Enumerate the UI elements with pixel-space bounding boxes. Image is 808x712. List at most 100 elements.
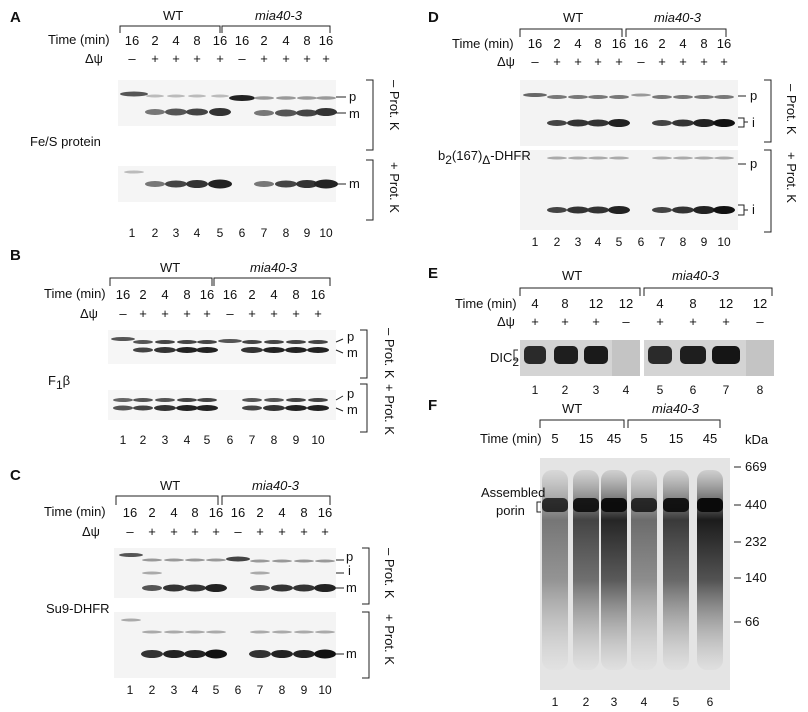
treatment-minus-A: – Prot. K — [387, 80, 402, 131]
marker-140: 140 — [745, 570, 767, 585]
group-bracket-C — [115, 495, 331, 505]
band-p-D: p — [750, 88, 757, 103]
time-values-E: 4 8 12 12 4 8 12 12 — [531, 296, 767, 311]
assembled-band-6 — [697, 498, 723, 512]
time-A-9: 8 — [303, 33, 310, 48]
dpsi-label-B: Δψ — [80, 306, 98, 321]
band-m2-A: m — [349, 176, 360, 191]
time-B-8: 4 — [270, 287, 277, 302]
dpsi-B-5: + — [203, 306, 211, 321]
time-E-1: 4 — [531, 296, 538, 311]
time-A-6: 16 — [235, 33, 249, 48]
lane-C-3: 3 — [171, 683, 178, 697]
marker-669: 669 — [745, 459, 767, 474]
gel-A-upper — [118, 80, 336, 126]
lane-D-6: 6 — [638, 235, 645, 249]
dpsi-values-B: – + + + + – + + + + — [119, 306, 321, 321]
lane-C-10: 10 — [318, 683, 332, 697]
bands-E — [524, 346, 740, 364]
treatment-brackets-B — [360, 329, 368, 433]
protein-label-C: Su9-DHFR — [46, 601, 110, 616]
time-B-4: 8 — [183, 287, 190, 302]
dpsi-D-1: – — [531, 54, 539, 69]
band-p-A: p — [349, 89, 356, 104]
bands-A-upper — [120, 91, 337, 117]
gel-C-lower — [114, 612, 336, 678]
lane-F-5: 5 — [673, 695, 680, 709]
time-B-7: 2 — [248, 287, 255, 302]
assembled-band-2 — [573, 498, 599, 512]
dpsi-D-4: + — [594, 54, 602, 69]
group-wt-F: WT — [562, 401, 582, 416]
time-F-4: 5 — [640, 431, 647, 446]
group-bracket-E — [519, 287, 773, 296]
lane-numbers-B: 1 2 3 4 5 6 7 8 9 10 — [120, 433, 325, 447]
time-C-10: 16 — [318, 505, 332, 520]
dpsi-A-10: + — [322, 51, 330, 66]
lane-D-7: 7 — [659, 235, 666, 249]
time-values-D: 16 2 4 8 16 16 2 4 8 16 — [528, 36, 731, 51]
treatment-plus-A: + Prot. K — [387, 162, 402, 213]
lane-A-3: 3 — [173, 226, 180, 240]
time-E-4: 12 — [619, 296, 633, 311]
panel-C: C WT mia40-3 Time (min) 16 2 4 8 16 16 2 4 8 16 Δ… — [10, 467, 397, 697]
group-wt-B: WT — [160, 260, 180, 275]
smear-lane-2 — [573, 470, 599, 670]
time-B-10: 16 — [311, 287, 325, 302]
assembled-band-3 — [601, 498, 627, 512]
panel-letter-E: E — [428, 265, 438, 282]
group-mia40-B: mia40-3 — [250, 260, 298, 275]
time-F-3: 45 — [607, 431, 621, 446]
band-p-B: p — [347, 329, 354, 344]
group-wt-E: WT — [562, 268, 582, 283]
smear-lane-5 — [663, 470, 689, 670]
dpsi-D-7: + — [658, 54, 666, 69]
bands-D-upper — [523, 93, 735, 127]
lane-B-8: 8 — [271, 433, 278, 447]
time-C-8: 4 — [278, 505, 285, 520]
lane-E-6: 6 — [690, 383, 697, 397]
dpsi-D-3: + — [574, 54, 582, 69]
time-E-2: 8 — [561, 296, 568, 311]
smear-lane-6 — [697, 470, 723, 670]
bands-B-lower — [113, 398, 329, 411]
dpsi-A-1: – — [128, 51, 136, 66]
dpsi-B-10: + — [314, 306, 322, 321]
dpsi-values-A: – + + + + – + + + + — [128, 51, 329, 66]
panel-letter-C: C — [10, 467, 21, 484]
group-wt-A: WT — [163, 8, 183, 23]
dpsi-A-9: + — [303, 51, 311, 66]
time-F-6: 45 — [703, 431, 717, 446]
time-A-7: 2 — [260, 33, 267, 48]
panel-letter-B: B — [10, 247, 21, 264]
time-F-1: 5 — [551, 431, 558, 446]
lane-D-8: 8 — [680, 235, 687, 249]
marker-232: 232 — [745, 534, 767, 549]
protein-label-E: DIC2 — [490, 350, 519, 369]
bands-D-lower — [547, 156, 735, 214]
lane-numbers-C: 1 2 3 4 5 6 7 8 9 10 — [127, 683, 332, 697]
dpsi-C-4: + — [191, 524, 199, 539]
lane-E-8: 8 — [757, 383, 764, 397]
time-D-2: 2 — [553, 36, 560, 51]
lane-C-2: 2 — [149, 683, 156, 697]
lane-numbers-F: 1 2 3 4 5 6 — [552, 695, 714, 709]
time-C-2: 2 — [148, 505, 155, 520]
group-mia40-F: mia40-3 — [652, 401, 700, 416]
lane-B-4: 4 — [184, 433, 191, 447]
lane-numbers-D: 1 2 3 4 5 6 7 8 9 10 — [532, 235, 731, 249]
dpsi-A-6: – — [238, 51, 246, 66]
dpsi-D-5: + — [615, 54, 623, 69]
time-A-5: 16 — [213, 33, 227, 48]
lane-numbers-E: 1 2 3 4 5 6 7 8 — [532, 383, 764, 397]
lane-D-5: 5 — [616, 235, 623, 249]
gel-B-lower — [108, 390, 336, 420]
markers-F: 669 440 232 140 66 — [734, 459, 767, 629]
dpsi-E-3: + — [592, 314, 600, 329]
time-values-C: 16 2 4 8 16 16 2 4 8 16 — [123, 505, 332, 520]
dpsi-E-4: – — [622, 314, 630, 329]
time-D-6: 16 — [634, 36, 648, 51]
lane-A-1: 1 — [129, 226, 136, 240]
band-p2-B: p — [347, 386, 354, 401]
lane-A-10: 10 — [319, 226, 333, 240]
